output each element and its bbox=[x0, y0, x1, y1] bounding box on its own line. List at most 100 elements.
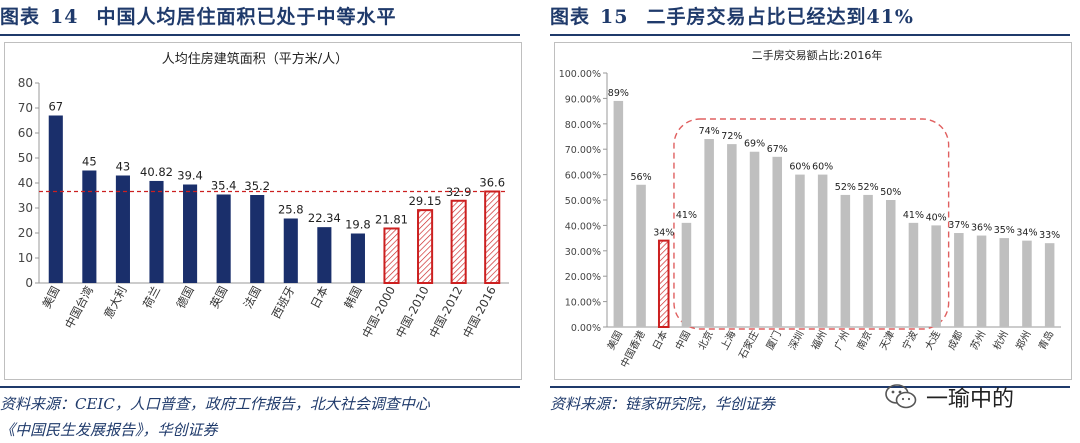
bar-郑州 bbox=[1022, 240, 1032, 327]
x-tick-label: 美国 bbox=[39, 284, 62, 311]
data-label: 29.15 bbox=[409, 194, 442, 208]
data-label: 36.6 bbox=[479, 176, 505, 190]
bar-青岛 bbox=[1044, 243, 1055, 327]
x-tick-label: 杭州 bbox=[990, 328, 1011, 352]
data-label: 39.4 bbox=[177, 169, 203, 183]
bar-德国 bbox=[183, 184, 198, 283]
data-label: 41% bbox=[676, 210, 697, 221]
figure-14-source-line-1: 资料来源：CEIC，人口普查，政府工作报告，北大社会调查中心 bbox=[0, 395, 430, 413]
y-tick-label: 80.00% bbox=[565, 120, 601, 131]
x-tick-label: 厦门 bbox=[763, 328, 784, 352]
emphasis-region bbox=[673, 118, 950, 330]
x-tick-label: 中国 bbox=[672, 328, 693, 352]
data-label: 34% bbox=[1016, 228, 1037, 239]
data-label: 19.8 bbox=[345, 218, 371, 232]
x-tick-label: 北京 bbox=[695, 328, 716, 352]
x-tick-label: 成都 bbox=[946, 329, 966, 352]
bar-意大利 bbox=[115, 175, 130, 283]
data-label: 22.34 bbox=[308, 211, 341, 225]
x-tick-label: 日本 bbox=[308, 283, 331, 310]
bar-厦门 bbox=[772, 156, 783, 327]
bar-日本 bbox=[657, 239, 670, 328]
x-tick-label: 中国-2016 bbox=[460, 284, 499, 340]
x-tick-label: 石家庄 bbox=[736, 328, 762, 361]
bar-美国 bbox=[613, 100, 624, 327]
figure-15-number: 15 bbox=[600, 6, 629, 28]
data-label: 74% bbox=[699, 126, 720, 137]
figure-15-title: 图表 15 二手房交易占比已经达到41% bbox=[550, 2, 914, 32]
bar-北京 bbox=[704, 139, 714, 327]
data-label: 21.81 bbox=[375, 212, 408, 226]
resale-share-chart-frame: 二手房交易额占比:2016年 0.00% 10.00% 20.00% 30.00% 40.… bbox=[554, 42, 1072, 380]
bar-英国 bbox=[216, 194, 231, 283]
data-label: 56% bbox=[630, 172, 651, 183]
bar-法国 bbox=[250, 195, 265, 283]
y-tick-label: 40 bbox=[18, 176, 33, 190]
y-tick-label: 30.00% bbox=[565, 247, 601, 258]
bar-中国-2012 bbox=[450, 199, 467, 284]
bar-中国-2010 bbox=[417, 209, 434, 284]
x-tick-label: 上海 bbox=[718, 328, 739, 352]
watermark: 一瑜中的 bbox=[884, 380, 1014, 414]
bar-福州 bbox=[817, 174, 828, 327]
x-tick-label: 韩国 bbox=[341, 284, 364, 311]
x-tick-label: 深圳 bbox=[787, 329, 807, 352]
bar-杭州 bbox=[999, 238, 1010, 327]
figure-14-title: 图表 14 中国人均居住面积已处于中等水平 bbox=[0, 2, 396, 32]
data-label: 35% bbox=[994, 225, 1015, 236]
x-tick-label: 西班牙 bbox=[269, 284, 298, 321]
figure-15-panel: 图表 15 二手房交易占比已经达到41% 二手房交易额占比:2016年 0.00% 10… bbox=[550, 0, 1080, 443]
y-tick-label: 90.00% bbox=[565, 94, 601, 105]
figure-14-label: 图表 bbox=[0, 6, 41, 28]
data-label: 40% bbox=[926, 212, 947, 223]
y-tick-label: 50 bbox=[18, 151, 33, 165]
x-tick-label: 美国 bbox=[604, 328, 625, 352]
data-label: 25.8 bbox=[278, 203, 304, 217]
bar-南京 bbox=[863, 194, 873, 327]
data-label: 35.4 bbox=[211, 179, 237, 193]
bar-石家庄 bbox=[749, 151, 760, 327]
wechat-icon bbox=[885, 384, 917, 409]
bar-韩国 bbox=[350, 233, 365, 283]
bar-美国 bbox=[48, 115, 63, 283]
figure-15-label: 图表 bbox=[550, 6, 591, 28]
data-label: 34% bbox=[653, 228, 674, 239]
x-tick-label: 中国-2012 bbox=[426, 284, 465, 340]
figure-14-title-rule bbox=[0, 34, 520, 36]
y-tick-label: 30 bbox=[18, 201, 33, 215]
x-tick-label: 中国-2010 bbox=[393, 284, 432, 340]
y-tick-label: 100.00% bbox=[559, 69, 601, 80]
bar-中国台湾 bbox=[82, 170, 97, 283]
bar-荷兰 bbox=[149, 180, 164, 283]
x-tick-label: 日本 bbox=[650, 328, 671, 352]
y-tick-label: 60.00% bbox=[565, 171, 601, 182]
y-tick-label: 50.00% bbox=[565, 196, 601, 207]
y-tick-label: 70.00% bbox=[565, 145, 601, 156]
x-tick-label: 大连 bbox=[922, 328, 943, 352]
data-label: 33% bbox=[1039, 230, 1060, 241]
data-label: 36% bbox=[971, 223, 992, 234]
bar-中国 bbox=[681, 222, 692, 327]
data-label: 35.2 bbox=[244, 179, 270, 193]
y-tick-label: 60 bbox=[18, 126, 33, 140]
figure-14-heading: 中国人均居住面积已处于中等水平 bbox=[96, 6, 397, 28]
bar-深圳 bbox=[795, 174, 805, 327]
bar-大连 bbox=[931, 225, 941, 327]
y-tick-label: 10.00% bbox=[565, 298, 601, 309]
x-tick-label: 南京 bbox=[854, 328, 875, 352]
figure-15-source-line: 资料来源：链家研究院，华创证券 bbox=[550, 395, 776, 413]
y-tick-label: 70 bbox=[18, 101, 33, 115]
data-label: 41% bbox=[903, 210, 924, 221]
data-label: 60% bbox=[789, 162, 810, 173]
data-label: 72% bbox=[721, 131, 742, 142]
data-label: 60% bbox=[812, 162, 833, 173]
figure-15-heading: 二手房交易占比已经达到41% bbox=[646, 6, 914, 28]
x-tick-label: 天津 bbox=[877, 329, 897, 352]
data-label: 89% bbox=[608, 88, 629, 99]
data-label: 67% bbox=[767, 144, 788, 155]
x-tick-label: 青岛 bbox=[1035, 328, 1056, 352]
housing-area-chart: 人均住房建筑面积（平方米/人） 0 10 20 30 40 50 60 70 80 67 美国 45 中国… bbox=[18, 51, 509, 340]
bar-广州 bbox=[840, 194, 851, 327]
figure-14-source-line-2: 《中国民生发展报告》，华创证券 bbox=[0, 421, 218, 439]
bar-天津 bbox=[885, 200, 896, 327]
